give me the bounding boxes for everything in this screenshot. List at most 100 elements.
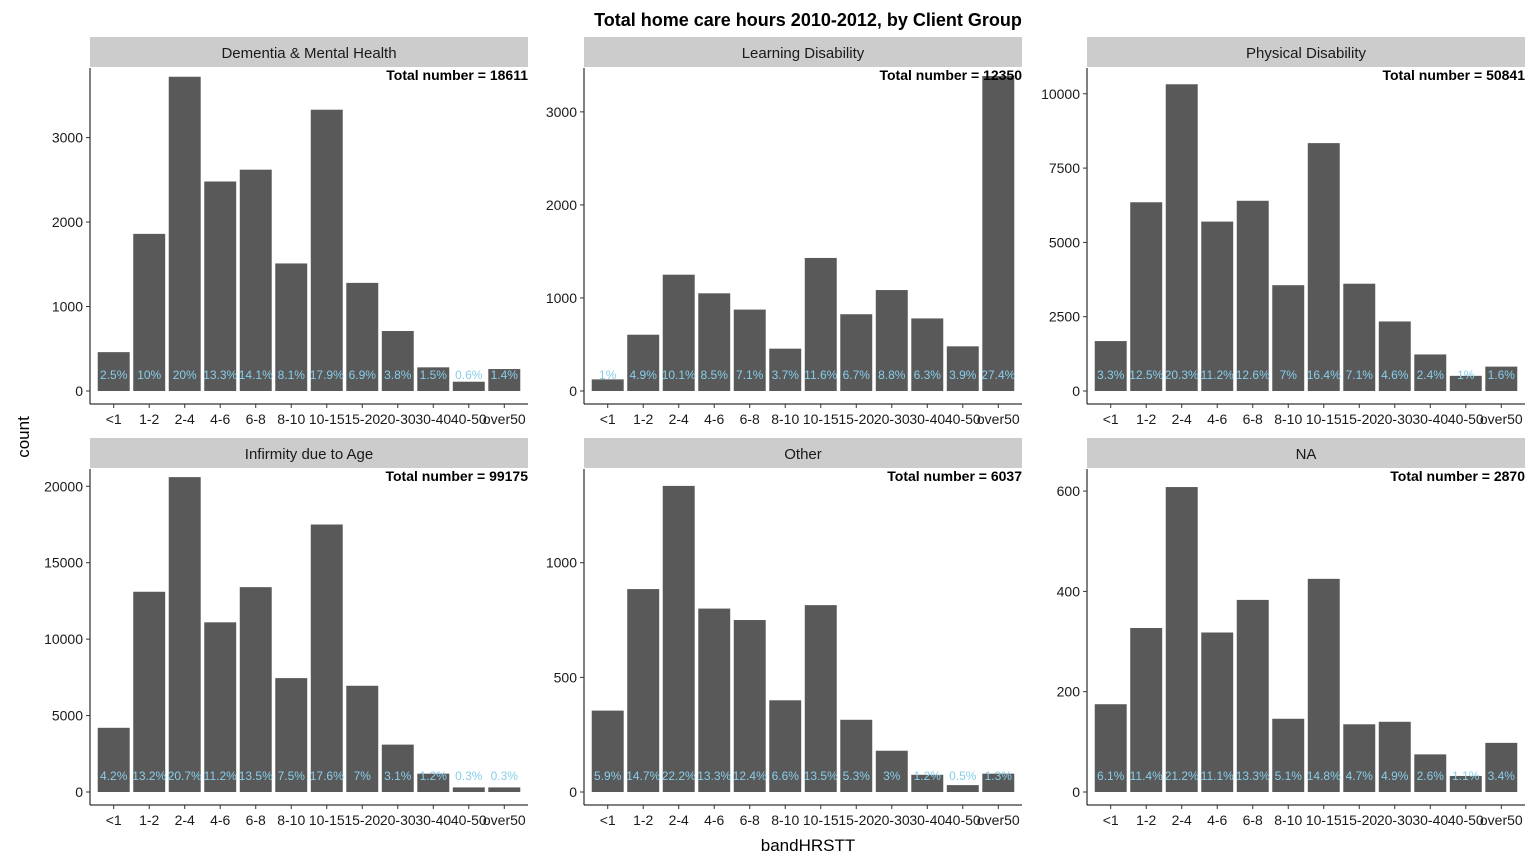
bar [911,318,944,391]
x-tick-label: 2-4 [1172,812,1192,828]
y-tick-label: 20000 [44,478,83,494]
x-tick-label: 8-10 [771,411,799,427]
percent-label: 7% [1280,368,1298,382]
x-tick-label: <1 [600,812,616,828]
percent-label: 4.6% [1381,368,1409,382]
x-tick-label: 6-8 [246,812,266,828]
bar [946,785,979,792]
percent-label: 2.4% [1417,368,1445,382]
x-tick-label: 6-8 [1243,812,1263,828]
facet-strip [1087,37,1525,67]
y-tick-label: 400 [1057,583,1081,599]
x-tick-label: over50 [977,411,1020,427]
x-tick-label: 15-20 [1341,411,1377,427]
bar [698,608,731,792]
percent-label: 12.5% [1129,368,1163,382]
bar [769,700,802,792]
x-tick-label: 15-20 [344,411,380,427]
percent-label: 3.3% [1097,368,1125,382]
percent-label: 0.5% [949,769,977,783]
x-tick-label: 1-2 [1136,411,1156,427]
x-tick-label: 4-6 [704,411,724,427]
x-tick-label: 20-30 [380,411,416,427]
y-tick-label: 3000 [546,104,577,120]
percent-label: 11.4% [1130,769,1163,783]
percent-label: 7.5% [278,769,306,783]
y-tick-label: 0 [569,784,577,800]
x-tick-label: <1 [106,411,122,427]
percent-label: 3.9% [949,368,977,382]
percent-label: 5.9% [594,769,622,783]
percent-label: 7.1% [1346,368,1374,382]
facet-strip-label: Physical Disability [1246,45,1367,62]
chart-title: Total home care hours 2010-2012, by Clie… [594,10,1022,30]
bar [591,379,624,391]
x-tick-label: 30-40 [415,411,451,427]
x-tick-label: 8-10 [277,812,305,828]
bar [982,76,1015,392]
percent-label: 17.9% [310,368,344,382]
y-tick-label: 0 [75,784,83,800]
bar [346,685,379,792]
bar [275,678,308,792]
bar [133,233,166,391]
bar [769,348,802,391]
bar [662,274,695,391]
bar [1094,704,1127,792]
x-tick-label: 4-6 [1207,411,1227,427]
percent-label: 14.7% [626,769,660,783]
percent-label: 13.3% [697,769,731,783]
percent-label: 4.7% [1346,769,1374,783]
x-tick-label: 1-2 [633,411,653,427]
x-tick-label: 10-15 [1306,812,1342,828]
bar [1414,354,1447,391]
x-tick-label: 2-4 [1172,411,1192,427]
x-tick-label: 20-30 [874,812,910,828]
percent-label: 12.6% [1236,368,1270,382]
x-tick-label: 40-50 [1448,411,1484,427]
percent-label: 3.1% [384,769,412,783]
x-tick-label: 2-4 [175,411,195,427]
total-number-label: Total number = 6037 [887,468,1022,484]
y-tick-label: 15000 [44,555,83,571]
bar [239,169,272,391]
x-tick-label: 8-10 [277,411,305,427]
total-number-label: Total number = 50841 [1382,67,1525,83]
x-tick-label: 8-10 [1274,812,1302,828]
panel: Physical Disability 3.3% 12.5% 20.3% 11.2% 12… [1041,37,1525,427]
bar [911,774,944,792]
percent-label: 3.7% [772,368,800,382]
percent-label: 1.2% [914,769,942,783]
x-tick-label: 4-6 [1207,812,1227,828]
percent-label: 5.3% [843,769,871,783]
percent-label: 6.1% [1097,769,1125,783]
bar [1414,754,1447,792]
bar [1343,283,1376,391]
percent-label: 3.8% [384,368,412,382]
x-tick-label: 30-40 [415,812,451,828]
bar [204,622,237,792]
percent-label: 8.1% [278,368,306,382]
y-tick-label: 7500 [1049,160,1080,176]
bar [1165,84,1198,392]
x-tick-label: 30-40 [1412,812,1448,828]
x-tick-label: over50 [1480,411,1523,427]
x-tick-label: 1-2 [139,812,159,828]
x-tick-label: 10-15 [803,812,839,828]
bar [627,589,660,792]
bar [733,309,766,391]
percent-label: 3.4% [1488,769,1516,783]
percent-label: 6.9% [349,368,377,382]
bar [310,524,343,792]
bar [275,263,308,391]
facet-strip [584,37,1022,67]
percent-label: 22.2% [662,769,696,783]
x-tick-label: 10-15 [803,411,839,427]
x-tick-label: over50 [483,812,526,828]
y-tick-label: 10000 [44,631,83,647]
x-tick-label: 40-50 [945,812,981,828]
y-tick-label: 600 [1057,483,1081,499]
facet-strip-label: Dementia & Mental Health [221,45,396,62]
bar [1165,487,1198,792]
